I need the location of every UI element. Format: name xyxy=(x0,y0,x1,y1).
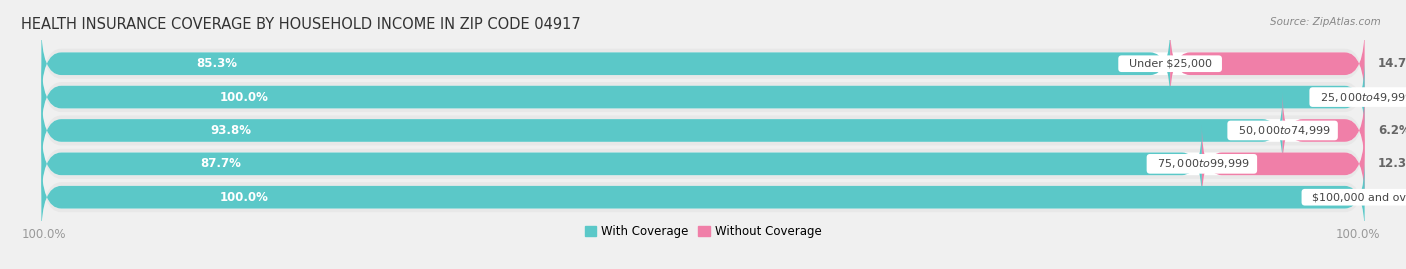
FancyBboxPatch shape xyxy=(41,125,1365,203)
FancyBboxPatch shape xyxy=(41,25,1170,102)
FancyBboxPatch shape xyxy=(41,58,1365,136)
FancyBboxPatch shape xyxy=(41,162,1365,232)
Text: $75,000 to $99,999: $75,000 to $99,999 xyxy=(1150,157,1254,170)
FancyBboxPatch shape xyxy=(1282,92,1365,169)
Text: Under $25,000: Under $25,000 xyxy=(1122,59,1219,69)
Text: Source: ZipAtlas.com: Source: ZipAtlas.com xyxy=(1270,17,1381,27)
Text: $25,000 to $49,999: $25,000 to $49,999 xyxy=(1313,91,1406,104)
Text: 0.0%: 0.0% xyxy=(1378,191,1406,204)
FancyBboxPatch shape xyxy=(41,92,1365,169)
Text: 6.2%: 6.2% xyxy=(1378,124,1406,137)
FancyBboxPatch shape xyxy=(1170,25,1365,102)
FancyBboxPatch shape xyxy=(41,129,1365,199)
FancyBboxPatch shape xyxy=(41,29,1365,99)
FancyBboxPatch shape xyxy=(41,158,1365,236)
Legend: With Coverage, Without Coverage: With Coverage, Without Coverage xyxy=(585,225,821,238)
FancyBboxPatch shape xyxy=(1202,125,1365,203)
Text: 93.8%: 93.8% xyxy=(209,124,252,137)
Text: $100,000 and over: $100,000 and over xyxy=(1305,192,1406,202)
Text: 100.0%: 100.0% xyxy=(219,191,269,204)
Text: 85.3%: 85.3% xyxy=(197,57,238,70)
Text: 12.3%: 12.3% xyxy=(1378,157,1406,170)
FancyBboxPatch shape xyxy=(41,62,1365,132)
Text: 0.0%: 0.0% xyxy=(1378,91,1406,104)
FancyBboxPatch shape xyxy=(41,25,1365,102)
Text: 14.7%: 14.7% xyxy=(1378,57,1406,70)
Text: 100.0%: 100.0% xyxy=(219,91,269,104)
FancyBboxPatch shape xyxy=(41,95,1365,165)
FancyBboxPatch shape xyxy=(41,58,1365,136)
Text: 87.7%: 87.7% xyxy=(201,157,242,170)
FancyBboxPatch shape xyxy=(41,125,1202,203)
Text: 100.0%: 100.0% xyxy=(1336,228,1381,241)
Text: $50,000 to $74,999: $50,000 to $74,999 xyxy=(1230,124,1334,137)
FancyBboxPatch shape xyxy=(41,92,1282,169)
FancyBboxPatch shape xyxy=(41,158,1365,236)
Text: 100.0%: 100.0% xyxy=(21,228,66,241)
Text: HEALTH INSURANCE COVERAGE BY HOUSEHOLD INCOME IN ZIP CODE 04917: HEALTH INSURANCE COVERAGE BY HOUSEHOLD I… xyxy=(21,17,581,32)
